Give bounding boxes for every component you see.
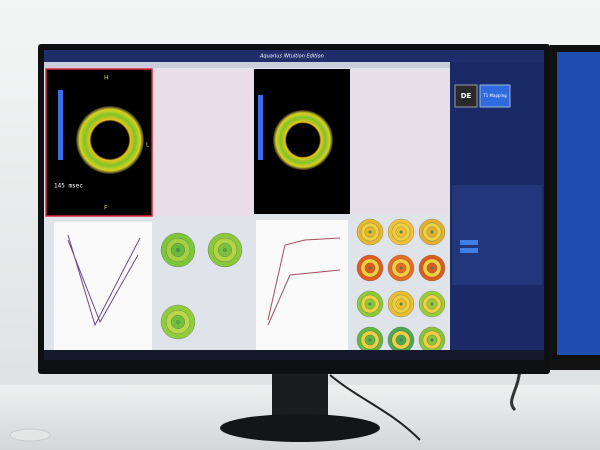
bullseye-ring	[368, 230, 372, 234]
setting-button[interactable]	[460, 248, 478, 253]
curve-chart	[256, 220, 348, 350]
bullseye-ring	[176, 248, 180, 252]
bullseye-ring	[399, 230, 403, 234]
cable	[329, 374, 421, 441]
taskbar	[44, 350, 544, 360]
monitor-base	[220, 414, 380, 442]
bullseye-ring	[430, 230, 434, 234]
bullseye-ring	[399, 266, 403, 270]
info-panel	[351, 69, 449, 214]
title-bar	[44, 50, 544, 62]
bullseye-ring	[223, 248, 227, 252]
app-title: Aquarius iNtuition Edition	[259, 54, 324, 60]
myocardium-map	[273, 110, 333, 170]
bullseye-ring	[399, 338, 403, 342]
curve	[267, 237, 341, 326]
monitor-neck	[272, 370, 328, 422]
protocol-button[interactable]	[454, 84, 478, 108]
bullseye-group	[160, 218, 446, 354]
desk-item	[9, 428, 51, 442]
button-label: T1 Mapping	[482, 93, 507, 98]
info-panel	[153, 69, 253, 216]
bullseye-ring	[176, 320, 180, 324]
orientation-label: F	[104, 205, 108, 212]
button-label: DE	[461, 92, 472, 100]
curve	[67, 234, 141, 327]
bullseye-ring	[399, 302, 403, 306]
bullseye-ring	[368, 302, 372, 306]
settings-panel	[452, 185, 542, 285]
color-scale	[258, 95, 263, 160]
orientation-label: L	[146, 142, 150, 149]
myocardium-map	[76, 106, 144, 174]
time-label: 145 msec	[54, 183, 83, 190]
bullseye-ring	[430, 266, 434, 270]
color-scale	[58, 90, 63, 160]
second-screen	[557, 52, 600, 355]
bullseye-ring	[430, 302, 434, 306]
setting-button[interactable]	[460, 240, 478, 245]
orientation-label: H	[104, 75, 109, 82]
bullseye-ring	[368, 266, 372, 270]
bullseye-ring	[430, 338, 434, 342]
protocol-button[interactable]	[479, 84, 511, 108]
bullseye-ring	[368, 338, 372, 342]
toolbar	[44, 62, 450, 68]
